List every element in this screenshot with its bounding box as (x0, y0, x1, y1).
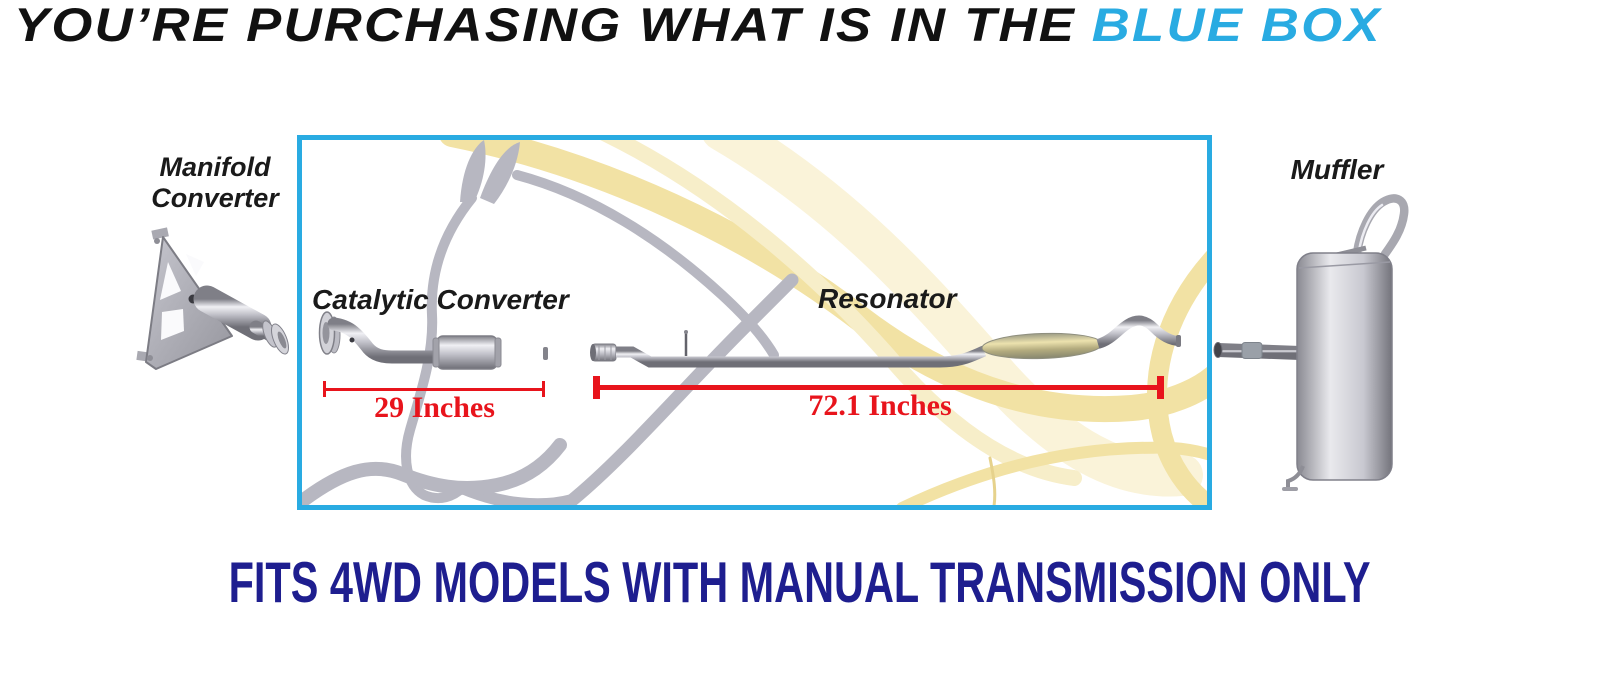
resonator-label: Resonator (818, 283, 957, 314)
manifold-converter-label: Manifold Converter (120, 152, 310, 214)
catalytic-measure-line (325, 388, 544, 391)
headline-text: YOU’RE PURCHASING WHAT IS IN THE (14, 0, 1077, 51)
catalytic-length-text: 29 Inches (374, 391, 495, 424)
resonator-length-text: 72.1 Inches (808, 389, 952, 422)
resonator-measure-tick-right (1157, 376, 1164, 399)
fitment-note: FITS 4WD MODELS WITH MANUAL TRANSMISSION… (0, 549, 1600, 614)
muffler-illustration (1213, 194, 1409, 491)
headline-highlight: BLUE BOX (1091, 0, 1382, 51)
manifold-converter-illustration (136, 227, 289, 370)
headline: YOU’RE PURCHASING WHAT IS IN THE BLUE BOX (14, 0, 1382, 50)
horse-ears (460, 140, 520, 204)
catalytic-converter-label: Catalytic Converter (312, 284, 569, 315)
muffler-label: Muffler (1290, 154, 1384, 185)
horse-watermark (302, 140, 1207, 505)
resonator-measure-line (597, 385, 1163, 390)
resonator-measure-tick-left (593, 376, 600, 399)
blue-box (297, 135, 1212, 510)
manifold-label-line1: Manifold (159, 152, 271, 182)
catalytic-measure-tick-left (323, 381, 326, 397)
catalytic-measure-tick-right (542, 381, 545, 397)
fitment-note-text: FITS 4WD MODELS WITH MANUAL TRANSMISSION… (229, 550, 1371, 615)
manifold-label-line2: Converter (151, 183, 279, 213)
